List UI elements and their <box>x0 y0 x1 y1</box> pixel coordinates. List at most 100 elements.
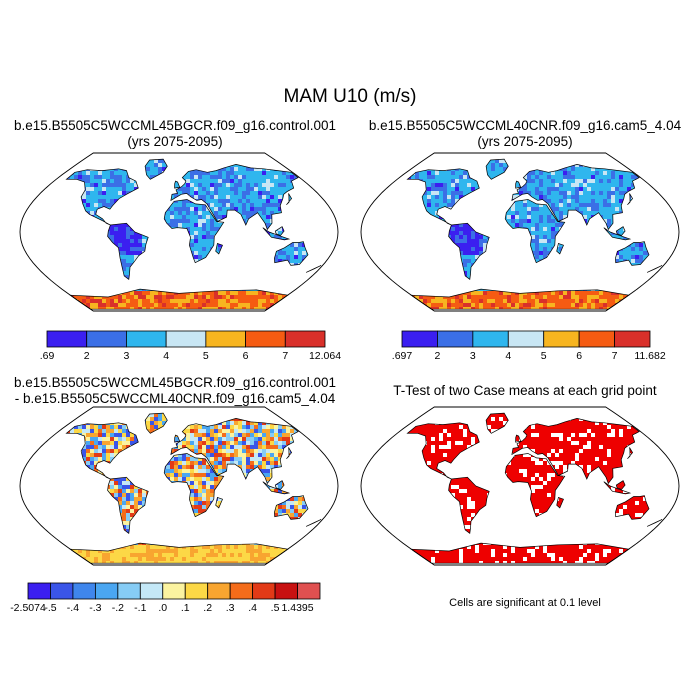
colorbar-diff-swatch <box>229 582 254 600</box>
colorbar-control-label: 2 <box>83 350 90 362</box>
colorbar-cam5-label: 3 <box>469 350 476 362</box>
colorbar-cam5-label: 5 <box>540 350 547 362</box>
panel-diff-title: b.e15.B5505C5WCCML45BGCR.f09_g16.control… <box>0 375 350 407</box>
colorbar-control-swatch <box>46 330 88 348</box>
coastline-indonesia <box>603 481 632 495</box>
coastline-greenland <box>144 158 168 180</box>
coastline-borneo <box>615 226 626 236</box>
coastline-eurasia <box>511 418 640 485</box>
colorbar-diff-label: .5 <box>270 602 280 614</box>
colorbar-control-label: 7 <box>282 350 289 362</box>
coastline-nz <box>646 519 663 527</box>
map-border <box>19 152 339 312</box>
panel-cam5-title: b.e15.B5505C5WCCML40CNR.f09_g16.cam5_4.0… <box>350 118 700 150</box>
map-diff <box>19 406 339 566</box>
coastline-greenland <box>144 412 168 434</box>
colorbar-cam5-label: 4 <box>505 350 512 362</box>
colorbar-cam5-swatch <box>543 330 580 348</box>
colorbar-diff-bar <box>27 582 321 600</box>
colorbar-diff-label: -.5 <box>44 602 57 614</box>
colorbar-cam5-bar <box>401 330 651 348</box>
colorbar-cam5-label: .697 <box>391 350 413 362</box>
colorbar-control-swatch <box>205 330 246 348</box>
colorbar-control-swatch <box>284 330 326 348</box>
colorbar-diff-label: -2.5074 <box>10 602 46 614</box>
colorbar-control-label: .69 <box>39 350 55 362</box>
colorbar-diff-swatch <box>184 582 209 600</box>
coastline-eurasia <box>170 164 299 231</box>
coastline-borneo <box>274 480 285 490</box>
colorbar-cam5-swatch <box>472 330 509 348</box>
colorbar-diff-swatch <box>207 582 231 600</box>
colorbar-cam5-label: 11.682 <box>634 350 666 362</box>
coastline-australia <box>274 241 309 266</box>
map-ttest-field <box>407 413 663 564</box>
colorbar-cam5-swatch <box>614 330 651 348</box>
coastline-africa <box>163 453 225 518</box>
colorbar-control-bar <box>46 330 326 348</box>
colorbar-diff-label: 1.4395 <box>281 602 314 614</box>
coastline-borneo <box>615 480 626 490</box>
colorbar-cam5-label: 7 <box>611 350 618 362</box>
map-ttest <box>360 406 680 566</box>
coastline-indonesia <box>262 227 291 241</box>
colorbar-diff-label: .1 <box>180 602 190 614</box>
colorbar-control-label: 3 <box>123 350 130 362</box>
coastline-southAmerica <box>448 476 490 535</box>
coastline-greenland <box>485 412 509 434</box>
colorbar-diff-label: .4 <box>248 602 257 614</box>
coastline-uk <box>174 434 181 443</box>
coastline-uk <box>174 180 181 189</box>
coastline-indonesia <box>603 227 632 241</box>
colorbar-diff-label: .3 <box>225 602 235 614</box>
coastline-southAmerica <box>107 476 149 535</box>
coastline-africa <box>163 199 225 264</box>
map-border <box>360 152 680 312</box>
colorbar-control-label: 6 <box>242 350 249 362</box>
colorbar-cam5-label: 6 <box>576 350 583 362</box>
colorbar-diff-label: .0 <box>158 602 168 614</box>
colorbar-control-swatch <box>165 330 207 348</box>
coastline-madagascar <box>215 496 223 509</box>
coastline-borneo <box>274 226 285 236</box>
colorbar-diff-swatch <box>252 582 276 600</box>
colorbar-cam5-label: 2 <box>434 350 441 362</box>
panel-control-title-line1: b.e15.B5505C5WCCML45BGCR.f09_g16.control… <box>14 118 336 133</box>
panel-diff-title-line1: b.e15.B5505C5WCCML45BGCR.f09_g16.control… <box>14 375 336 390</box>
coastline-japan <box>286 193 293 206</box>
coastline-nz <box>305 265 322 273</box>
panel-control-title-line2: (yrs 2075-2095) <box>127 134 223 149</box>
coastline-antarctica <box>409 288 630 310</box>
colorbar-diff-label: -.1 <box>134 602 147 614</box>
colorbar-cam5-swatch <box>401 330 438 348</box>
coastline-greenland <box>485 158 509 180</box>
coastline-southAmerica <box>448 222 490 281</box>
coastline-antarctica <box>68 542 289 564</box>
colorbar-diff-label: .2 <box>203 602 213 614</box>
colorbar-diff-label: -.3 <box>89 602 102 614</box>
coastline-indonesia <box>262 481 291 495</box>
coastline-northAmerica <box>65 422 139 480</box>
colorbar-control-label: 4 <box>163 350 170 362</box>
colorbar-cam5: .697 2 3 4 5 6 7 11.682 <box>392 330 666 362</box>
colorbar-diff-swatch <box>274 582 298 600</box>
coastline-eurasia <box>170 418 299 485</box>
map-border <box>360 406 680 566</box>
map-control <box>19 152 339 312</box>
colorbar-cam5-swatch <box>437 330 474 348</box>
colorbar-diff-swatch <box>297 582 321 600</box>
colorbar-cam5-swatch <box>507 330 545 348</box>
coastline-eurasia <box>511 164 640 231</box>
colorbar-diff-label: -.2 <box>111 602 124 614</box>
panel-diff-title-line2: - b.e15.B5505C5WCCML40CNR.f09_g16.cam5_4… <box>14 391 336 406</box>
coastline-antarctica <box>409 542 630 564</box>
coastline-madagascar <box>215 242 223 255</box>
coastline-australia <box>274 495 309 520</box>
panel-control-title: b.e15.B5505C5WCCML45BGCR.f09_g16.control… <box>0 118 350 150</box>
colorbar-control-label: 5 <box>202 350 209 362</box>
coastline-northAmerica <box>406 168 480 226</box>
colorbar-diff-swatch <box>94 582 119 600</box>
colorbar-diff: -2.5074 -.5 -.4 -.3 -.2 -.1 .0 .1 .2 .3 .4 .5 1.4395 <box>10 582 321 614</box>
panel-ttest-title: T-Test of two Case means at each grid po… <box>393 383 657 398</box>
coastline-africa <box>504 199 566 264</box>
